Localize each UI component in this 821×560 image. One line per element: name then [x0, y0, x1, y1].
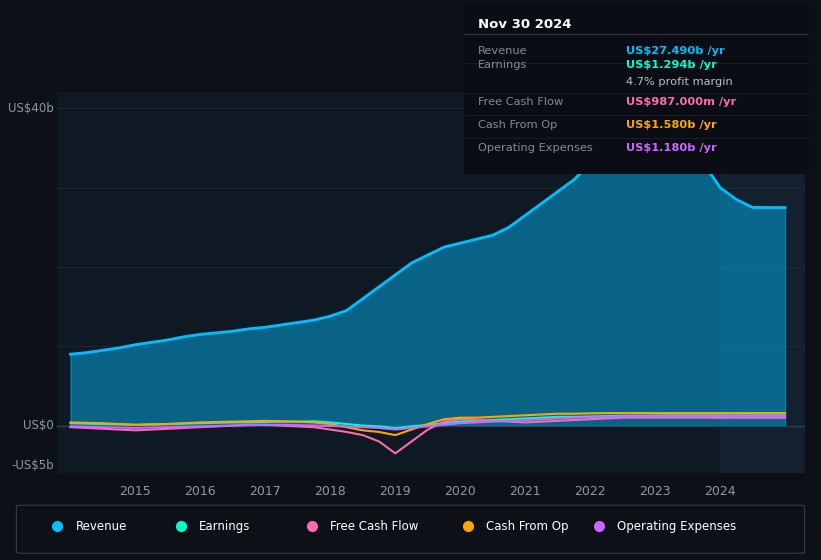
Text: Earnings: Earnings — [199, 520, 250, 533]
Text: US$27.490b /yr: US$27.490b /yr — [626, 45, 725, 55]
Text: Cash From Op: Cash From Op — [486, 520, 568, 533]
Text: Revenue: Revenue — [76, 520, 127, 533]
Text: Free Cash Flow: Free Cash Flow — [330, 520, 419, 533]
Text: Revenue: Revenue — [478, 45, 527, 55]
Text: US$1.580b /yr: US$1.580b /yr — [626, 120, 717, 130]
Text: US$987.000m /yr: US$987.000m /yr — [626, 97, 736, 107]
Text: Earnings: Earnings — [478, 60, 527, 70]
Text: Free Cash Flow: Free Cash Flow — [478, 97, 563, 107]
Text: Operating Expenses: Operating Expenses — [478, 143, 593, 153]
Text: US$1.294b /yr: US$1.294b /yr — [626, 60, 717, 70]
Text: US$40b: US$40b — [8, 102, 53, 115]
Text: 4.7% profit margin: 4.7% profit margin — [626, 77, 732, 87]
Text: US$0: US$0 — [23, 419, 53, 432]
Text: Cash From Op: Cash From Op — [478, 120, 557, 130]
Text: US$1.180b /yr: US$1.180b /yr — [626, 143, 717, 153]
Text: Nov 30 2024: Nov 30 2024 — [478, 18, 571, 31]
Bar — [720, 92, 805, 473]
Text: Operating Expenses: Operating Expenses — [617, 520, 736, 533]
Text: -US$5b: -US$5b — [11, 459, 53, 472]
